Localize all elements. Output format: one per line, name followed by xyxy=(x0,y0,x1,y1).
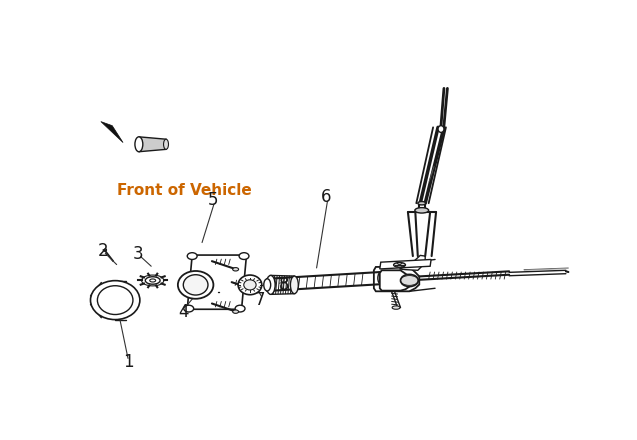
Ellipse shape xyxy=(378,272,383,284)
Text: 4: 4 xyxy=(178,303,189,321)
Text: 8: 8 xyxy=(279,276,290,294)
Ellipse shape xyxy=(135,137,143,152)
Ellipse shape xyxy=(233,268,239,271)
Circle shape xyxy=(401,275,419,286)
Ellipse shape xyxy=(238,275,262,295)
Ellipse shape xyxy=(145,277,160,284)
Ellipse shape xyxy=(178,271,213,299)
Text: 1: 1 xyxy=(123,353,133,371)
Polygon shape xyxy=(139,137,166,152)
Polygon shape xyxy=(380,260,431,269)
Text: Front of Vehicle: Front of Vehicle xyxy=(117,183,252,198)
Ellipse shape xyxy=(264,279,271,291)
Ellipse shape xyxy=(164,139,168,149)
Polygon shape xyxy=(187,255,247,309)
Ellipse shape xyxy=(392,306,400,309)
Ellipse shape xyxy=(438,126,444,132)
Polygon shape xyxy=(101,121,123,143)
Text: 3: 3 xyxy=(132,246,143,264)
Text: 5: 5 xyxy=(208,191,218,209)
Circle shape xyxy=(187,253,197,260)
Ellipse shape xyxy=(252,289,259,292)
Polygon shape xyxy=(380,270,410,291)
Text: 6: 6 xyxy=(321,188,332,206)
Text: 7: 7 xyxy=(255,291,265,309)
Ellipse shape xyxy=(418,202,426,205)
Ellipse shape xyxy=(90,281,140,319)
Text: 2: 2 xyxy=(98,242,109,260)
Ellipse shape xyxy=(244,280,256,290)
Ellipse shape xyxy=(183,275,208,295)
Circle shape xyxy=(235,305,245,312)
Ellipse shape xyxy=(233,310,239,313)
Polygon shape xyxy=(399,255,426,270)
Circle shape xyxy=(184,305,194,312)
Ellipse shape xyxy=(290,276,298,293)
Circle shape xyxy=(239,253,249,260)
Ellipse shape xyxy=(394,263,406,267)
Ellipse shape xyxy=(415,208,429,213)
Ellipse shape xyxy=(266,275,275,294)
